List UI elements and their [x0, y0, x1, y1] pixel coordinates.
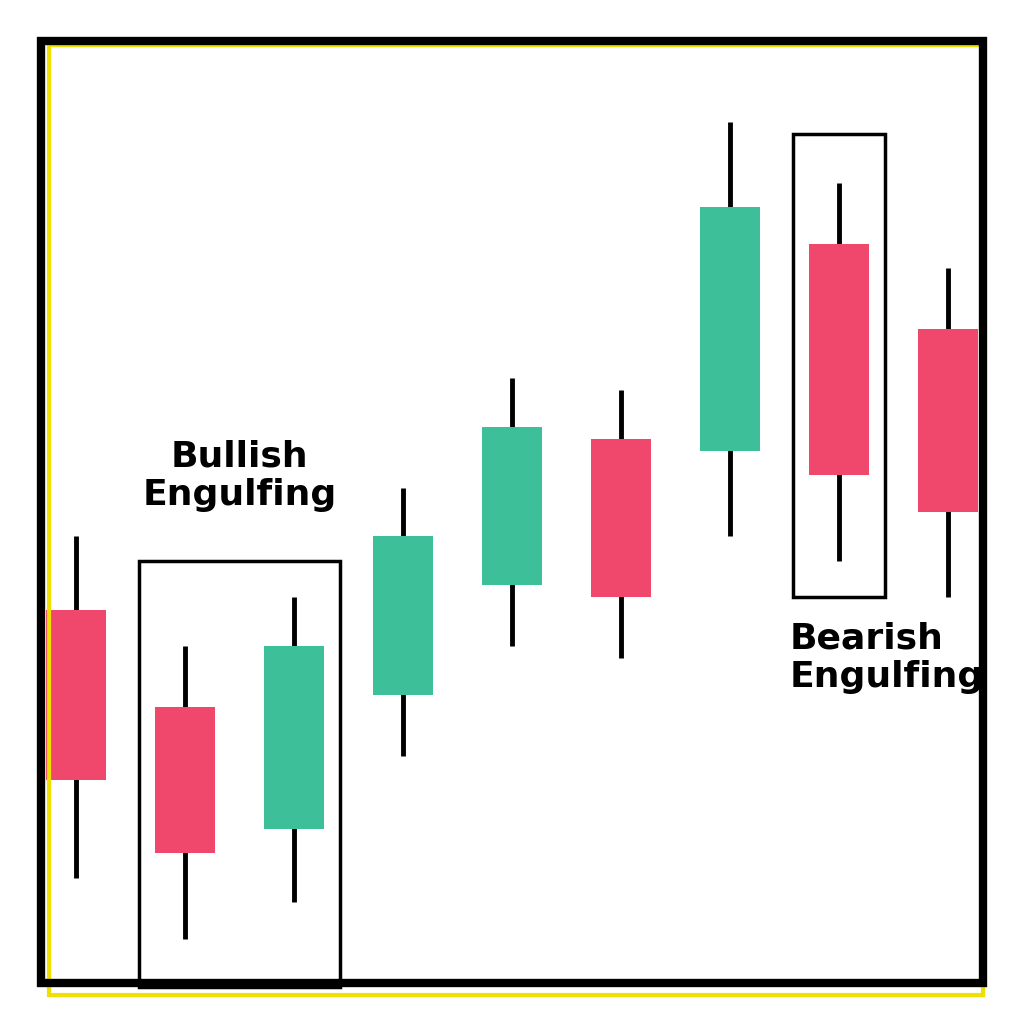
Bar [264, 646, 324, 829]
Bar [591, 439, 651, 597]
Bar [700, 207, 760, 451]
Bar [373, 537, 433, 695]
Text: Bullish
Engulfing: Bullish Engulfing [142, 440, 337, 512]
Bar [793, 134, 885, 597]
Bar [156, 707, 215, 853]
Text: Bearish
Engulfing: Bearish Engulfing [790, 622, 984, 694]
Bar [482, 427, 542, 585]
Bar [139, 561, 340, 987]
Bar [918, 329, 978, 512]
Bar [46, 609, 106, 780]
Bar [809, 244, 868, 475]
